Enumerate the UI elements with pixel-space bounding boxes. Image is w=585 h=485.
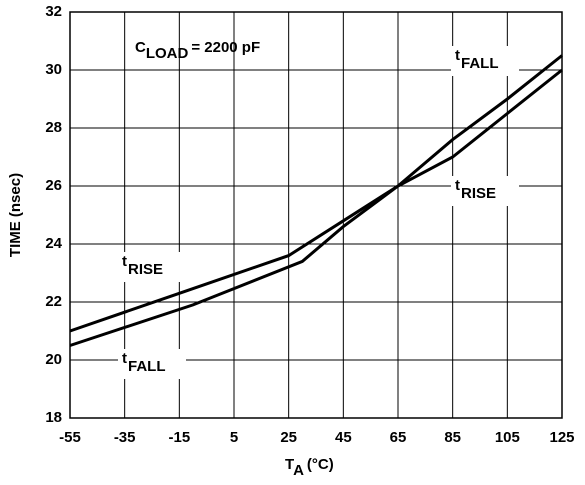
series-label-name: t	[122, 350, 127, 367]
x-tick-label: 125	[549, 429, 574, 446]
annotation-part: = 2200 pF	[191, 39, 260, 56]
y-tick-label: 22	[45, 293, 62, 310]
series-line	[69, 54, 563, 347]
x-tick-label: -55	[59, 429, 81, 446]
y-tick-label: 26	[45, 177, 62, 194]
y-tick-label: 24	[45, 235, 62, 252]
y-tick-label: 30	[45, 61, 62, 78]
x-tick-label: -15	[168, 429, 190, 446]
plot-frame	[69, 11, 563, 419]
label-bg	[451, 176, 519, 206]
series-label-sub: FALL	[128, 358, 166, 375]
annotation-part: LOAD	[146, 45, 189, 62]
label-bg	[118, 349, 186, 379]
y-tick-label: 20	[45, 351, 62, 368]
series-label-name: t	[455, 47, 460, 64]
y-tick-label: 32	[45, 3, 62, 20]
x-axis-label-part: A	[293, 462, 304, 479]
series-line	[69, 68, 563, 333]
x-axis-label: TA (°C)	[285, 456, 334, 479]
y-axis-label: TIME (nsec)	[7, 173, 24, 257]
y-tick-label: 18	[45, 409, 62, 426]
x-axis-label-part: (°C)	[307, 456, 334, 473]
annotation: CLOAD = 2200 pF	[135, 39, 260, 62]
series-label-sub: RISE	[461, 185, 496, 202]
series-label-sub: RISE	[128, 261, 163, 278]
label-bg	[118, 252, 184, 282]
x-tick-label: 45	[335, 429, 352, 446]
x-tick-label: 65	[390, 429, 407, 446]
x-tick-label: 5	[230, 429, 238, 446]
x-tick-label: 85	[444, 429, 461, 446]
series-label-sub: FALL	[461, 55, 499, 72]
series-label: tRISE	[122, 253, 163, 278]
annotation-part: C	[135, 39, 146, 56]
series-label: tFALL	[455, 47, 499, 72]
x-tick-label: 25	[280, 429, 297, 446]
label-bg	[451, 46, 519, 76]
series-label-name: t	[122, 253, 127, 270]
y-tick-label: 28	[45, 119, 62, 136]
series-label: tFALL	[122, 350, 166, 375]
x-axis-label-part: T	[285, 456, 294, 473]
series-label: tRISE	[455, 177, 496, 202]
x-tick-label: -35	[114, 429, 136, 446]
x-tick-label: 105	[495, 429, 520, 446]
series-label-name: t	[455, 177, 460, 194]
